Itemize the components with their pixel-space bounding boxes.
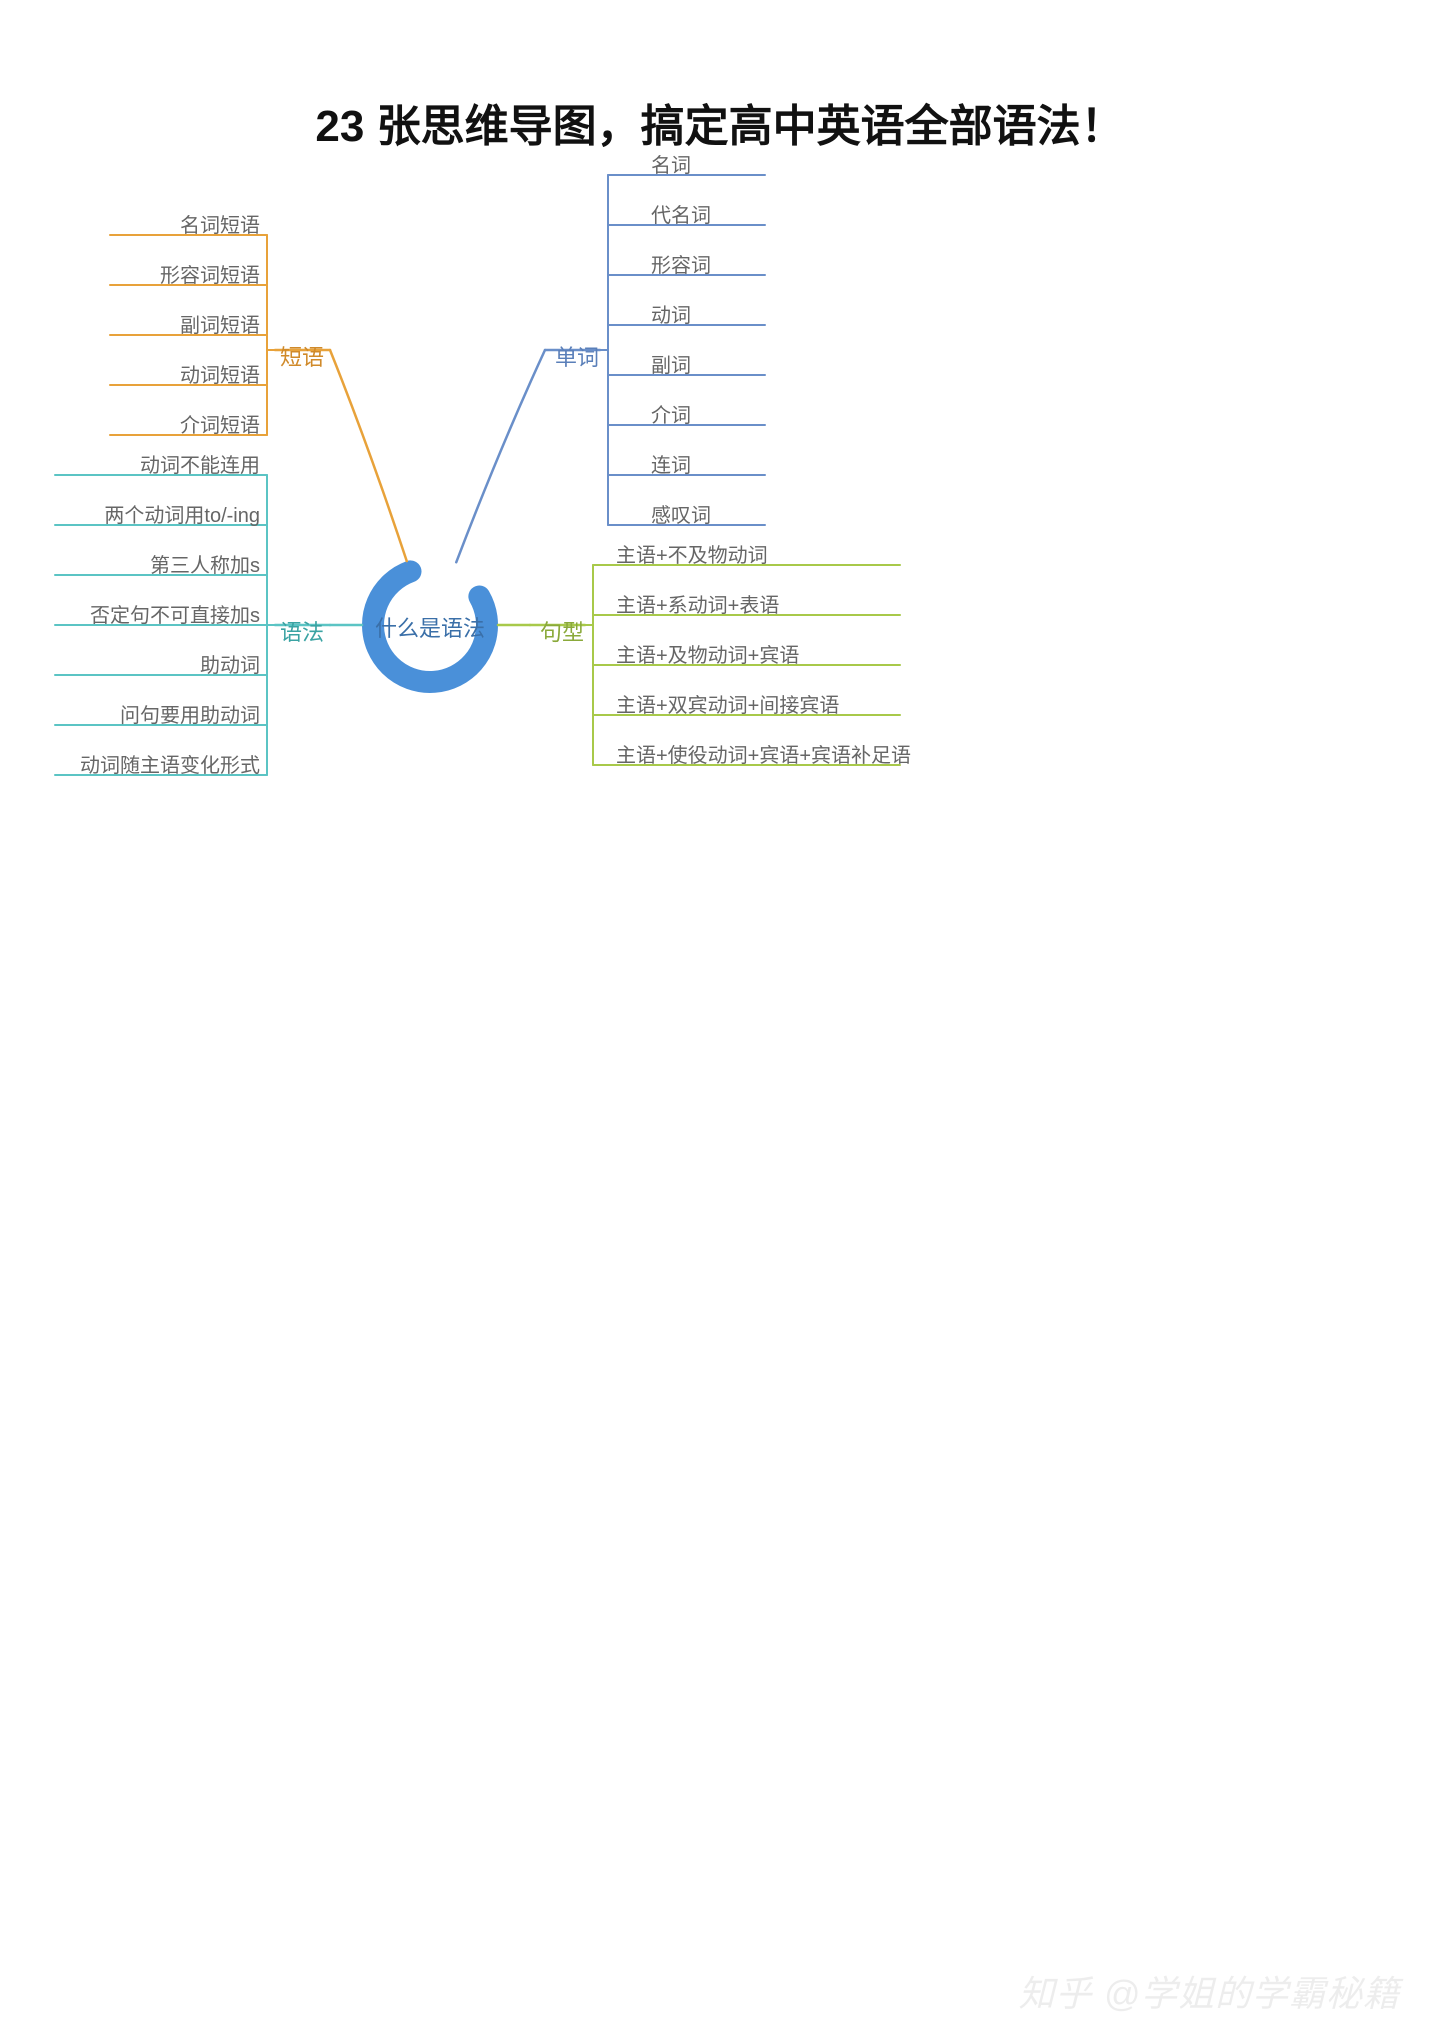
leaf-phrases-3: 动词短语: [110, 359, 260, 388]
leaf-phrases-1: 形容词短语: [110, 259, 260, 288]
branch-connector-phrases: [330, 350, 407, 561]
leaf-grammar-3: 否定句不可直接加s: [55, 599, 260, 628]
leaf-sentence-0: 主语+不及物动词: [616, 539, 906, 568]
mindmap-canvas: 什么是语法 短语 名词短语形容词短语副词短语动词短语介词短语语法 动词不能连用两个动词…: [0, 0, 1440, 2037]
leaf-grammar-5: 问句要用助动词: [55, 699, 260, 728]
watermark: 知乎 @学姐的学霸秘籍: [1018, 1965, 1400, 2017]
leaf-words-0: 名词: [651, 149, 771, 178]
leaf-grammar-2: 第三人称加s: [55, 549, 260, 578]
leaf-grammar-4: 助动词: [55, 649, 260, 678]
leaf-words-5: 介词: [651, 399, 771, 428]
branch-label-grammar: 语法: [280, 615, 324, 647]
branch-label-words: 单词: [555, 340, 599, 372]
leaf-grammar-6: 动词随主语变化形式: [55, 749, 260, 778]
leaf-words-3: 动词: [651, 299, 771, 328]
branch-connector-words: [456, 350, 545, 562]
leaf-words-2: 形容词: [651, 249, 771, 278]
leaf-sentence-4: 主语+使役动词+宾语+宾语补足语: [616, 739, 906, 768]
branch-label-sentence: 句型: [540, 615, 584, 647]
leaf-phrases-0: 名词短语: [110, 209, 260, 238]
leaf-phrases-4: 介词短语: [110, 409, 260, 438]
page: 23 张思维导图，搞定高中英语全部语法！ 什么是语法短语名词短语形容词短语副词短…: [0, 0, 1440, 2037]
center-node: 什么是语法: [360, 611, 500, 643]
leaf-sentence-3: 主语+双宾动词+间接宾语: [616, 689, 906, 718]
leaf-phrases-2: 副词短语: [110, 309, 260, 338]
leaf-words-1: 代名词: [651, 199, 771, 228]
branch-label-phrases: 短语: [280, 340, 324, 372]
leaf-grammar-0: 动词不能连用: [55, 449, 260, 478]
leaf-words-6: 连词: [651, 449, 771, 478]
leaf-words-7: 感叹词: [651, 499, 771, 528]
center-label: 什么是语法: [375, 616, 485, 641]
leaf-sentence-1: 主语+系动词+表语: [616, 589, 906, 618]
leaf-sentence-2: 主语+及物动词+宾语: [616, 639, 906, 668]
leaf-words-4: 副词: [651, 349, 771, 378]
leaf-grammar-1: 两个动词用to/-ing: [55, 499, 260, 528]
